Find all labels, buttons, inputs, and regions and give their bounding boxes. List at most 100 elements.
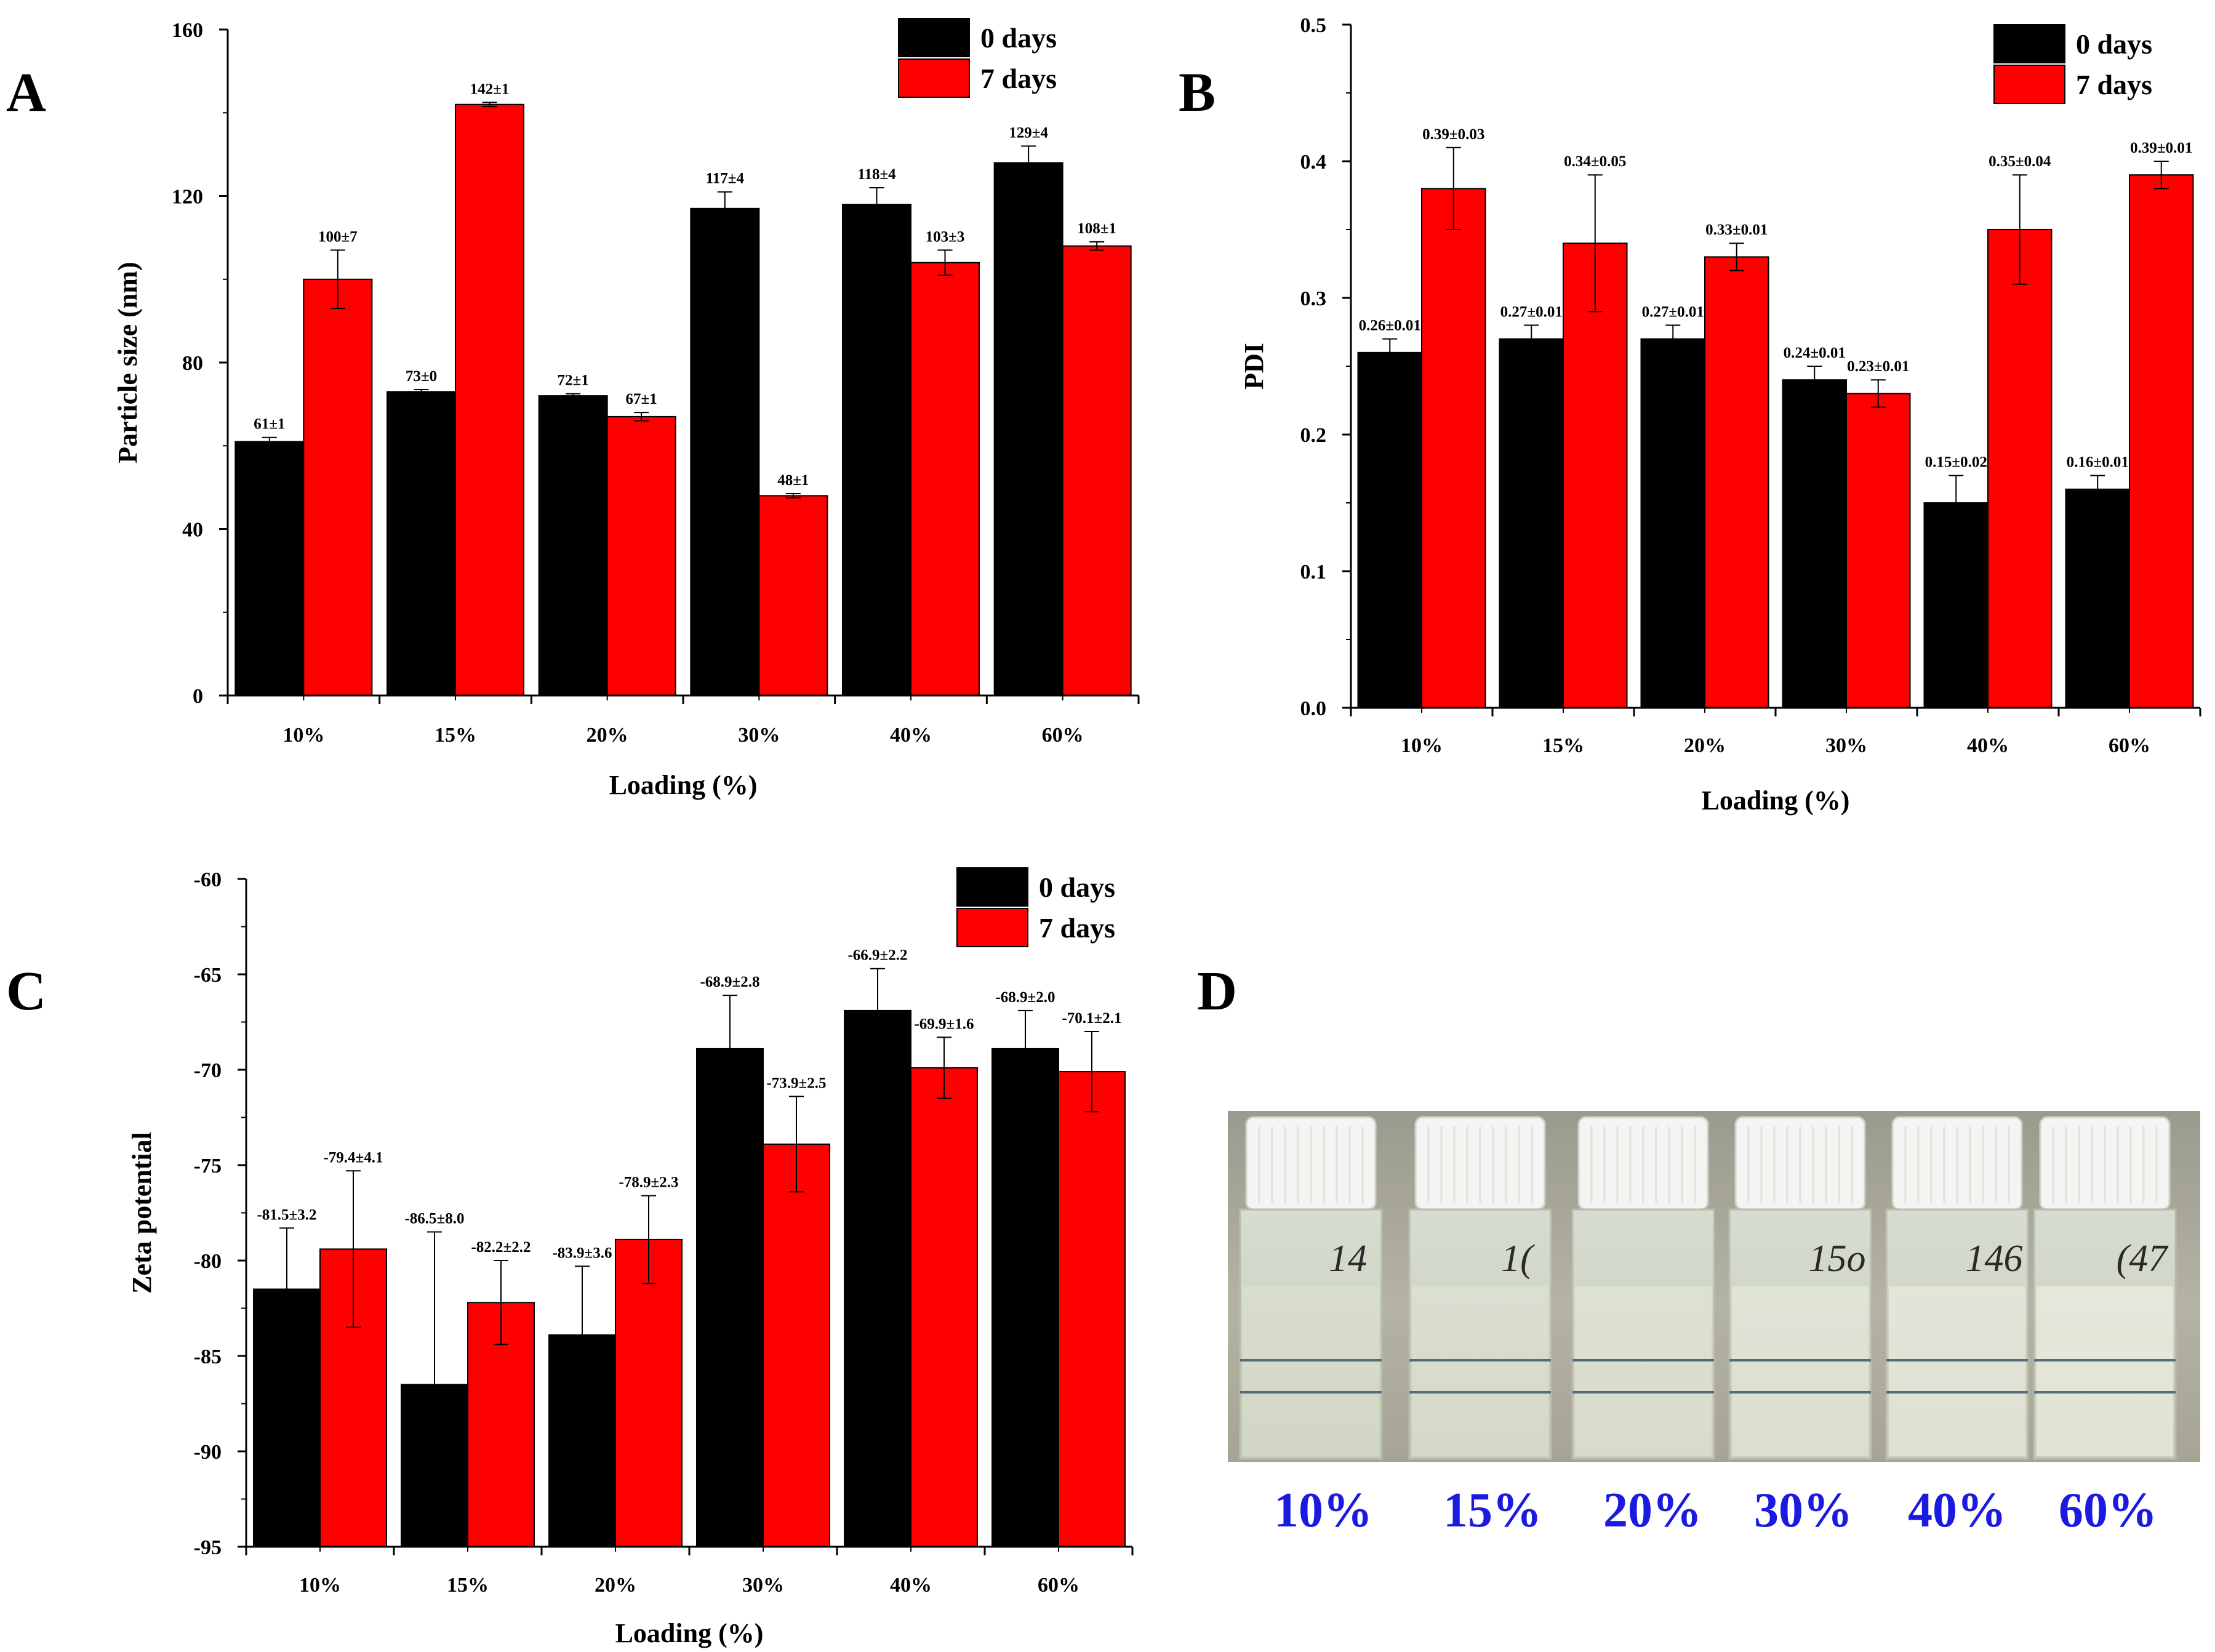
data-label: 0.39±0.01 [2130,140,2192,156]
bar [1923,502,1989,708]
vial-liquid [1732,1286,1869,1456]
data-label: -81.5±3.2 [257,1206,316,1223]
bar [1782,379,1847,708]
vial [1571,1116,1715,1460]
bar [1421,188,1486,708]
x-tick-label: 40% [890,1574,932,1597]
y-tick-label: -60 [194,868,222,891]
bar [387,391,456,697]
legend-label: 0 days [2076,28,2152,60]
data-label: -82.2±2.2 [471,1239,531,1256]
data-label: 67±1 [626,391,657,407]
data-label: 48±1 [777,472,809,489]
data-label: -73.9±2.5 [766,1075,826,1091]
y-axis-label: PDI [1239,343,1269,390]
x-tick-label: 60% [2109,734,2150,757]
bar [455,103,524,697]
bar [758,495,828,697]
photo-percent-label: 40% [1908,1483,2006,1538]
data-label: 0.23±0.01 [1847,358,1909,375]
vial-body [1239,1208,1383,1460]
bar [763,1143,830,1547]
x-tick-label: 30% [1825,734,1867,757]
vial-liquid [2037,1286,2173,1456]
y-tick-label: 0.5 [1300,14,1327,37]
data-label: 0.24±0.01 [1784,345,1846,361]
y-tick-label: 0.2 [1300,424,1327,447]
chart-c: C -81.5±3.2 -86.5±8.0 -83.9±3.6 -68.9±2.8 -66… [6,867,1134,1648]
bar [615,1238,683,1548]
data-label: 0.16±0.01 [2067,454,2129,471]
data-label: 118±4 [857,166,896,183]
x-tick-label: 10% [1401,734,1443,757]
photo-percent-label: 15% [1443,1483,1542,1538]
bar [1062,245,1132,696]
legend-swatch [1993,24,2065,63]
panel-d: D 14 1(15o 146 (47 10% 15% 20% 30% 40% 60% [1197,961,2200,1538]
data-label: 61±1 [254,416,285,433]
x-axis-label: Loading (%) [609,770,758,800]
vial-body [1571,1208,1715,1460]
x-axis-label: Loading (%) [615,1618,764,1648]
y-tick-label: 0.4 [1300,151,1327,174]
y-tick-label: -65 [194,964,222,987]
legend-label: 7 days [980,63,1057,94]
bar [1499,338,1564,708]
bar [1846,393,1911,709]
x-tick-label: 40% [890,724,932,747]
y-tick-label: 120 [172,186,203,209]
legend-label: 7 days [1039,912,1115,944]
data-label: 108±1 [1077,220,1116,237]
vial-liquid [1243,1286,1379,1456]
data-label: -86.5±8.0 [404,1211,464,1227]
data-label: 100±7 [318,228,358,245]
data-label: 0.39±0.03 [1422,126,1484,143]
vial: 14 [1239,1116,1383,1460]
y-tick-label: -70 [194,1059,222,1082]
data-label: -70.1±2.1 [1062,1010,1121,1027]
vial-handwriting: (47 [2117,1238,2169,1280]
y-axis-label: Zeta potential [127,1132,157,1294]
vial-handwriting: 15o [1809,1238,1866,1280]
y-tick-label: 40 [182,519,203,542]
x-tick-label: 20% [587,724,628,747]
x-tick-label: 20% [595,1574,636,1597]
data-label: -78.9±2.3 [619,1174,678,1191]
data-label: 129±4 [1009,124,1048,141]
x-tick-label: 30% [738,724,780,747]
data-label: 0.34±0.05 [1564,153,1626,170]
x-tick-label: 30% [742,1574,784,1597]
data-label: 0.27±0.01 [1500,303,1563,320]
legend-swatch [1993,65,2065,104]
photo-percent-label: 10% [1274,1483,1372,1538]
x-tick-label: 15% [1542,734,1584,757]
vial: (47 [2033,1116,2177,1460]
panel-letter: D [1197,961,1237,1022]
vial: 15o [1728,1116,1872,1460]
data-label: 0.26±0.01 [1359,318,1421,334]
legend-swatch [956,867,1028,907]
chart-a: A 61±1 73±0 72±1 117±4 118±4 129±4 100±7 142±1 67… [6,18,1140,800]
vial-handwriting: 146 [1966,1238,2023,1280]
x-tick-label: 40% [1967,734,2009,757]
bar [538,395,608,696]
bar [606,415,676,696]
legend-swatch [898,58,970,98]
bar [234,441,305,696]
y-tick-label: 0 [193,685,203,708]
x-tick-label: 10% [282,724,324,747]
y-tick-label: 160 [172,19,203,42]
y-tick-label: 0.3 [1300,287,1327,310]
bar [910,1067,978,1547]
bar [991,1048,1059,1547]
legend-swatch [898,18,970,57]
data-label: -68.9±2.0 [995,989,1055,1006]
bar [910,262,980,696]
x-tick-label: 15% [447,1574,489,1597]
legend-swatch [956,908,1028,947]
bar [842,204,911,696]
legend-label: 0 days [980,22,1057,54]
x-tick-label: 60% [1038,1574,1079,1597]
